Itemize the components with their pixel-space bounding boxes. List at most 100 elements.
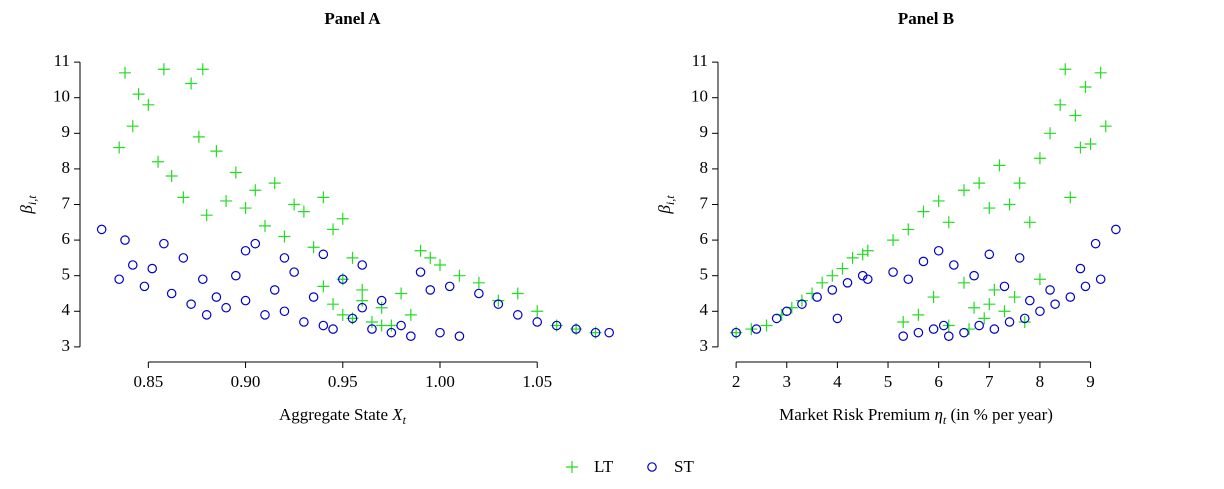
point: [279, 253, 290, 263]
point: [318, 320, 329, 331]
point: [435, 327, 445, 338]
point: [424, 251, 437, 264]
point: [1023, 216, 1036, 229]
point: [731, 327, 741, 338]
point: [395, 287, 408, 300]
panel-title: Panel A: [324, 9, 381, 28]
point: [797, 299, 807, 309]
point: [903, 274, 914, 285]
point: [1045, 285, 1055, 295]
point: [356, 294, 369, 307]
point: [888, 267, 898, 277]
point: [999, 281, 1010, 292]
x-tick-label: 7: [985, 372, 994, 391]
point: [474, 288, 484, 299]
point: [434, 259, 446, 272]
point: [1099, 120, 1112, 133]
point: [157, 63, 170, 76]
point: [492, 294, 505, 307]
point: [240, 245, 251, 256]
point: [444, 281, 455, 292]
point: [795, 294, 808, 307]
x-tick-label: 0.85: [133, 372, 163, 391]
point: [192, 130, 205, 143]
point: [327, 223, 340, 236]
x-tick-label: 9: [1086, 372, 1095, 391]
point: [974, 320, 984, 331]
point: [826, 269, 839, 282]
point: [862, 274, 873, 285]
point: [968, 301, 981, 314]
point: [328, 324, 338, 334]
x-tick-label: 6: [934, 372, 943, 391]
x-tick-label: 0.90: [231, 372, 261, 391]
point: [1079, 81, 1092, 94]
point: [201, 310, 212, 320]
y-tick-label: 5: [700, 265, 709, 284]
x-tick-label: 4: [833, 372, 842, 391]
y-tick-label: 11: [54, 51, 70, 70]
point: [998, 305, 1011, 318]
y-tick-label: 3: [700, 336, 709, 355]
point: [1019, 313, 1030, 324]
point: [1024, 295, 1035, 306]
point: [317, 191, 330, 204]
point: [918, 256, 929, 267]
point: [1084, 137, 1097, 150]
point: [414, 244, 427, 257]
point: [1014, 253, 1025, 263]
point: [993, 159, 1006, 172]
x-tick-label: 0.95: [328, 372, 358, 391]
x-tick-label: 8: [1036, 372, 1045, 391]
x-label-part: Market Risk Premium: [779, 405, 934, 424]
point: [210, 145, 223, 158]
point: [114, 274, 124, 285]
point: [927, 291, 940, 304]
point: [142, 98, 155, 111]
point: [197, 274, 208, 285]
point: [472, 276, 485, 289]
point: [1111, 224, 1121, 235]
point: [832, 313, 843, 324]
point: [220, 194, 233, 207]
point: [959, 327, 969, 338]
point: [425, 285, 436, 295]
y-axis-label: βi,t: [17, 195, 39, 215]
point: [1074, 141, 1087, 154]
point: [1059, 63, 1072, 76]
point: [406, 331, 416, 342]
point: [375, 301, 388, 314]
point: [317, 280, 330, 293]
point: [988, 283, 1001, 296]
point: [1095, 274, 1106, 285]
point: [132, 88, 145, 101]
point: [120, 235, 130, 245]
point: [571, 324, 581, 334]
point: [327, 298, 340, 311]
y-label-part: i,t: [25, 195, 39, 205]
point: [1069, 109, 1082, 122]
point: [531, 305, 544, 318]
point: [943, 331, 954, 342]
point: [299, 317, 309, 327]
point: [396, 320, 406, 331]
point: [336, 212, 349, 225]
point: [454, 331, 465, 342]
point: [751, 324, 762, 334]
point: [119, 66, 131, 79]
point: [932, 194, 945, 207]
point: [185, 77, 198, 90]
point: [1004, 317, 1015, 327]
point: [898, 331, 909, 342]
point: [126, 120, 139, 133]
point: [127, 260, 138, 270]
x-tick-label: 2: [732, 372, 741, 391]
x-label-part: η: [934, 405, 942, 424]
y-tick-label: 4: [62, 300, 71, 319]
point: [836, 262, 849, 275]
point: [278, 230, 291, 243]
point: [177, 191, 190, 204]
point: [984, 249, 995, 260]
x-tick-label: 1.05: [522, 372, 552, 391]
